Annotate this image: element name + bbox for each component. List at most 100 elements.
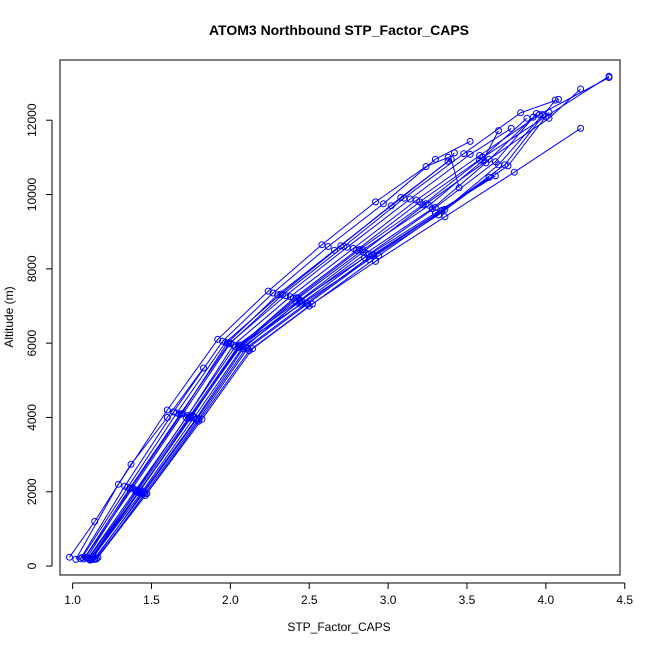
data-point [299,298,307,306]
data-point [406,195,414,203]
series-line [92,176,490,557]
series-10 [94,111,547,561]
data-point [555,95,562,103]
series-layer [66,72,613,564]
data-point [141,489,149,497]
series-7 [89,173,493,560]
data-point [66,553,73,561]
data-point [577,124,585,132]
data-point [438,207,446,215]
data-point [277,290,285,298]
series-2 [84,74,613,562]
series-line [80,140,471,559]
data-point [441,213,449,221]
data-point [282,292,290,300]
data-point [92,555,100,563]
x-tick-label: 3.5 [459,593,476,607]
data-point [294,294,302,302]
data-point [163,414,171,421]
data-point [431,204,439,211]
series-line [94,88,581,560]
data-point [124,483,132,491]
data-point [225,340,233,348]
data-point [219,337,226,345]
y-tick-label: 4000 [25,404,39,431]
series-line [87,117,528,559]
y-axis-label: Altitude (m) [2,286,16,347]
data-point [359,246,367,254]
series-line [95,99,556,560]
data-point [551,96,559,104]
data-point [397,194,405,201]
data-point [114,480,122,488]
x-tick-label: 2.0 [222,593,239,607]
series-line [81,158,460,558]
series-line [69,367,204,558]
data-point [455,184,463,192]
x-tick-label: 1.5 [143,593,160,607]
data-point [370,251,378,259]
data-point [222,338,230,346]
data-point [187,413,195,421]
data-point [476,152,484,159]
data-point [387,202,395,210]
data-point [269,289,277,297]
data-point [523,114,531,122]
series-5 [92,124,585,563]
axis-layer: 1.0 1.5 2.0 2.5 3.0 3.5 4.0 4.5 0 2000 4000 6000 800… [25,103,633,607]
x-tick-label: 2.5 [301,593,318,607]
series-1 [88,72,613,563]
data-point [532,110,540,117]
x-axis-label: STP_Factor_CAPS [287,620,390,634]
data-point [507,124,515,132]
y-tick-label: 12000 [25,103,39,137]
series-17 [89,110,540,561]
series-20 [92,96,559,563]
data-point [422,163,430,171]
series-line [89,130,499,559]
data-point [78,554,86,561]
data-point [466,150,474,158]
data-point [504,162,512,170]
plot-frame [59,59,621,576]
data-point [447,155,455,163]
data-point [127,460,135,468]
data-point [372,198,379,206]
series-line [84,98,559,558]
chart-title: ATOM3 Northbound STP_Factor_CAPS [209,22,469,38]
data-point [324,243,332,250]
data-point [485,173,493,181]
data-point [236,343,244,350]
data-point [337,242,345,250]
data-point [72,555,80,563]
data-point [495,127,502,135]
data-point [510,168,518,176]
series-line [97,114,544,558]
series-line [91,75,610,559]
y-tick-label: 2000 [25,478,39,505]
data-point [200,364,207,372]
y-tick-label: 8000 [25,255,39,282]
y-tick-label: 10000 [25,178,39,212]
data-point [91,518,99,525]
series-line [87,77,610,559]
series-line [92,113,537,558]
y-tick-label: 0 [25,562,39,569]
data-point [264,287,272,295]
data-point [343,243,351,251]
series-3 [91,85,585,563]
data-point [163,406,171,414]
x-tick-label: 1.0 [64,593,81,607]
data-point [605,74,613,81]
series-6 [86,172,499,564]
data-point [304,300,312,308]
data-point [176,411,184,418]
series-18 [86,127,502,563]
data-point [195,415,203,423]
data-point [173,409,181,417]
data-point [517,109,525,117]
data-point [318,241,326,249]
x-tick-label: 3.0 [380,593,397,607]
x-tick-label: 4.5 [616,593,633,607]
series-19 [78,155,463,561]
